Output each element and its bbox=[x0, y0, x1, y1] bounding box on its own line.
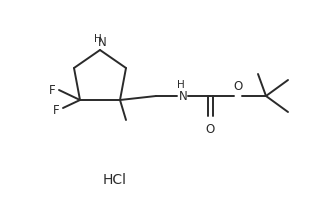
Text: H: H bbox=[177, 80, 185, 90]
Text: O: O bbox=[205, 123, 214, 136]
Text: N: N bbox=[179, 90, 187, 102]
Text: HCl: HCl bbox=[103, 173, 127, 187]
Text: N: N bbox=[98, 36, 106, 49]
Text: H: H bbox=[94, 34, 102, 44]
Text: F: F bbox=[49, 83, 55, 97]
Text: O: O bbox=[233, 80, 243, 93]
Text: F: F bbox=[53, 104, 59, 116]
